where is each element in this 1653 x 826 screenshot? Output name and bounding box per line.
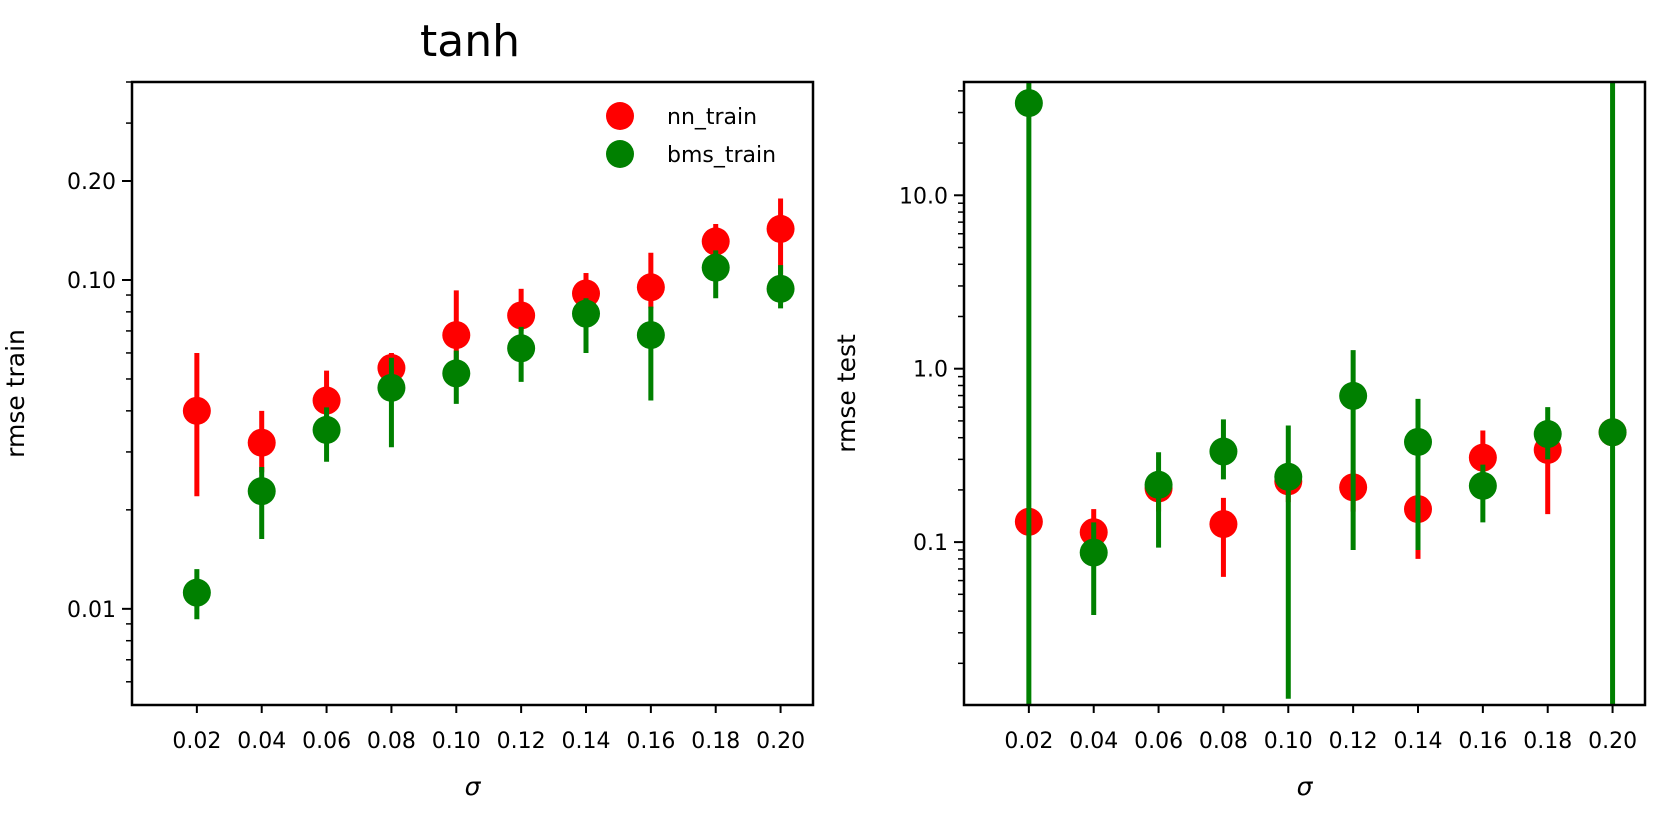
legend-marker: [606, 140, 634, 168]
y-tick-label: 1.0: [913, 358, 948, 383]
data-point: [507, 301, 536, 330]
x-tick-label: 0.20: [756, 729, 805, 754]
x-tick-label: 0.10: [1264, 729, 1313, 754]
x-tick-label: 0.14: [1394, 729, 1443, 754]
data-point: [1209, 510, 1238, 539]
y-axis-label: rmse train: [1, 329, 30, 458]
data-point: [701, 227, 730, 256]
x-tick-label: 0.08: [367, 729, 416, 754]
data-point: [1144, 470, 1173, 499]
x-tick-label: 0.06: [1134, 729, 1183, 754]
y-tick-label: 0.20: [67, 170, 116, 195]
data-point: [377, 373, 406, 402]
x-tick-label: 0.08: [1199, 729, 1248, 754]
x-tick-label: 0.10: [432, 729, 481, 754]
data-point: [1468, 443, 1497, 472]
x-tick-label: 0.14: [562, 729, 611, 754]
axes-frame: [130, 80, 815, 707]
data-point: [1274, 462, 1303, 491]
x-tick-label: 0.16: [626, 729, 675, 754]
data-point: [312, 415, 341, 444]
data-point: [442, 321, 471, 350]
data-point: [247, 428, 276, 457]
left-panel: 0.02 0.04 0.06 0.08 0.10 0.12 0.14 0.16 0.18 0.20…: [1, 80, 815, 801]
x-tick-label: 0.04: [1069, 729, 1118, 754]
x-axis-label: σ: [465, 772, 482, 801]
data-point: [182, 396, 211, 425]
axes-frame: [962, 80, 1647, 707]
data-point: [1079, 538, 1108, 567]
x-axis-label: σ: [1297, 772, 1314, 801]
data-point: [507, 334, 536, 363]
x-tick-label: 0.12: [497, 729, 546, 754]
y-tick-label: 0.1: [913, 531, 948, 556]
nn_train-series: [182, 198, 795, 497]
y-tick-label: 10.0: [899, 184, 948, 209]
legend-label: nn_train: [667, 105, 757, 130]
data-point: [1209, 437, 1238, 466]
y-axis-label: rmse test: [832, 334, 861, 453]
x-tick-label: 0.18: [691, 729, 740, 754]
data-point: [636, 273, 665, 302]
data-point: [572, 299, 600, 328]
legend: nn_train bms_train: [606, 102, 776, 168]
data-point: [182, 578, 211, 607]
data-point: [766, 214, 795, 243]
legend-label: bms_train: [667, 143, 776, 168]
x-tick-label: 0.06: [302, 729, 351, 754]
data-point: [1598, 418, 1627, 447]
data-point: [1014, 89, 1043, 118]
x-tick-label: 0.16: [1458, 729, 1507, 754]
series-1-series: [1014, 82, 1627, 705]
right-panel: 0.02 0.04 0.06 0.08 0.10 0.12 0.14 0.16 0.18 0.20…: [832, 80, 1647, 801]
y-tick-label: 0.01: [67, 598, 116, 623]
legend-marker: [606, 102, 634, 130]
data-point: [766, 274, 795, 303]
figure-title: tanh: [420, 16, 520, 67]
data-point: [1404, 427, 1432, 456]
data-point: [636, 321, 665, 350]
x-tick-label: 0.02: [1004, 729, 1053, 754]
x-tick-label: 0.02: [172, 729, 221, 754]
data-point: [312, 386, 341, 415]
x-tick-label: 0.20: [1588, 729, 1637, 754]
data-point: [1533, 420, 1562, 449]
data-point: [442, 359, 471, 388]
data-point: [572, 279, 600, 308]
data-point: [247, 477, 276, 506]
y-tick-label: 0.10: [67, 269, 116, 294]
bms_train-series: [182, 250, 795, 620]
x-tick-label: 0.18: [1523, 729, 1572, 754]
data-point: [1468, 471, 1497, 500]
data-point: [701, 253, 730, 282]
x-tick-label: 0.12: [1329, 729, 1378, 754]
data-point: [1339, 381, 1368, 410]
x-tick-label: 0.04: [237, 729, 286, 754]
